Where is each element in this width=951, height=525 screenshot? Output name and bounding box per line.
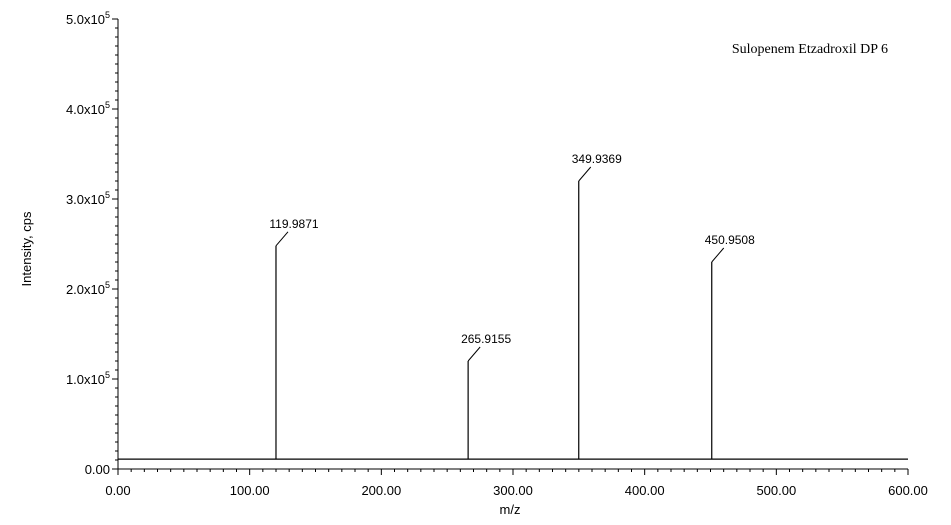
peak-label: 349.9369 xyxy=(572,152,622,166)
y-tick-label: 2.0x105 xyxy=(66,280,110,297)
x-tick-label: 500.00 xyxy=(756,483,796,498)
peak-label: 265.9155 xyxy=(461,332,511,346)
y-tick-label: 5.0x105 xyxy=(66,10,110,27)
x-tick-label: 100.00 xyxy=(230,483,270,498)
y-tick-mantissa: 2.0x10 xyxy=(66,282,105,297)
y-tick-label: 1.0x105 xyxy=(66,370,110,387)
y-tick-mantissa: 4.0x10 xyxy=(66,102,105,117)
x-axis-label: m/z xyxy=(500,502,521,517)
y-axis-label: Intensity, cps xyxy=(19,211,34,286)
y-tick-mantissa: 1.0x10 xyxy=(66,372,105,387)
x-tick-label: 300.00 xyxy=(493,483,533,498)
peaks: 119.9871 265.9155 349.9369 450.9508 xyxy=(269,152,755,460)
x-tick-label: 600.00 xyxy=(888,483,928,498)
y-tick-exponent: 5 xyxy=(105,100,110,110)
y-tick-label: 3.0x105 xyxy=(66,190,110,207)
y-tick-mantissa: 3.0x10 xyxy=(66,192,105,207)
peak-leader xyxy=(711,247,725,263)
x-tick-label: 200.00 xyxy=(361,483,401,498)
y-tick-label: 0.00 xyxy=(85,462,110,477)
y-tick-exponent: 5 xyxy=(105,280,110,290)
chart-title: Sulopenem Etzadroxil DP 6 xyxy=(732,42,888,57)
peak-label: 450.9508 xyxy=(705,233,755,247)
y-tick-exponent: 5 xyxy=(105,190,110,200)
peak-leader xyxy=(467,346,481,362)
y-tick-label: 4.0x105 xyxy=(66,100,110,117)
y-tick-exponent: 5 xyxy=(105,10,110,20)
x-axis: 0.00 100.00 200.00 300.00 400.00 500.00 600.00 xyxy=(105,468,928,498)
peak-leader xyxy=(578,166,592,182)
y-tick-mantissa: 0.00 xyxy=(85,462,110,477)
y-tick-exponent: 5 xyxy=(105,370,110,380)
peak-label: 119.9871 xyxy=(269,217,318,231)
y-tick-mantissa: 5.0x10 xyxy=(66,12,105,27)
x-tick-label: 0.00 xyxy=(105,483,130,498)
peak-leader xyxy=(275,231,289,247)
x-tick-label: 400.00 xyxy=(625,483,665,498)
